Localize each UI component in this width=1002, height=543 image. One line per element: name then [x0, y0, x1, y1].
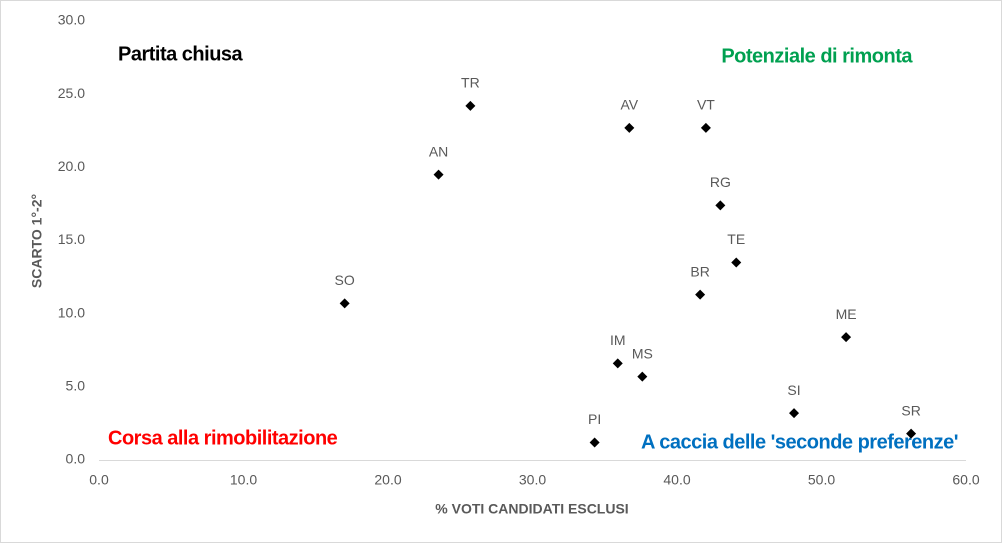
- point: [695, 289, 706, 300]
- point: [715, 200, 726, 211]
- annotation: Potenziale di rimonta: [721, 45, 913, 67]
- x-axis-title: % VOTI CANDIDATI ESCLUSI: [435, 501, 628, 517]
- point-label: SR: [901, 402, 920, 418]
- annotation: Partita chiusa: [118, 43, 244, 65]
- point: [465, 100, 476, 111]
- point-label: AN: [429, 143, 448, 159]
- point: [624, 122, 635, 133]
- y-tick-label: 20.0: [58, 158, 85, 174]
- point: [789, 408, 800, 419]
- annotation: A caccia delle 'seconde preferenze': [641, 431, 958, 453]
- x-tick-label: 10.0: [230, 472, 257, 488]
- point-label: TE: [727, 231, 745, 247]
- point-label: RG: [710, 174, 731, 190]
- point: [731, 257, 742, 268]
- x-tick-label: 20.0: [374, 472, 401, 488]
- point-label: VT: [697, 97, 715, 113]
- point-label: AV: [620, 97, 638, 113]
- annotation: Corsa alla rimobilitazione: [108, 427, 338, 449]
- y-axis-title: SCARTO 1°-2°: [29, 194, 45, 288]
- point-label: ME: [836, 306, 857, 322]
- point-label: SO: [335, 272, 355, 288]
- point: [339, 298, 350, 309]
- point: [841, 332, 852, 343]
- point-label: TR: [461, 75, 480, 91]
- point-label: SI: [787, 382, 800, 398]
- point-label: IM: [610, 332, 626, 348]
- y-tick-label: 5.0: [66, 378, 86, 394]
- point: [589, 437, 600, 448]
- x-tick-label: 50.0: [808, 472, 835, 488]
- y-tick-label: 30.0: [58, 12, 85, 28]
- x-tick-label: 30.0: [519, 472, 546, 488]
- point: [700, 122, 711, 133]
- x-tick-label: 0.0: [89, 472, 109, 488]
- point: [637, 371, 648, 382]
- x-tick-label: 60.0: [952, 472, 979, 488]
- y-tick-label: 0.0: [66, 451, 86, 467]
- point-label: PI: [588, 411, 601, 427]
- y-tick-label: 10.0: [58, 304, 85, 320]
- point: [906, 428, 917, 439]
- point: [433, 169, 444, 180]
- point-label: BR: [690, 263, 709, 279]
- point-label: MS: [632, 345, 653, 361]
- y-tick-label: 15.0: [58, 231, 85, 247]
- y-tick-label: 25.0: [58, 85, 85, 101]
- x-tick-label: 40.0: [663, 472, 690, 488]
- point: [612, 358, 623, 369]
